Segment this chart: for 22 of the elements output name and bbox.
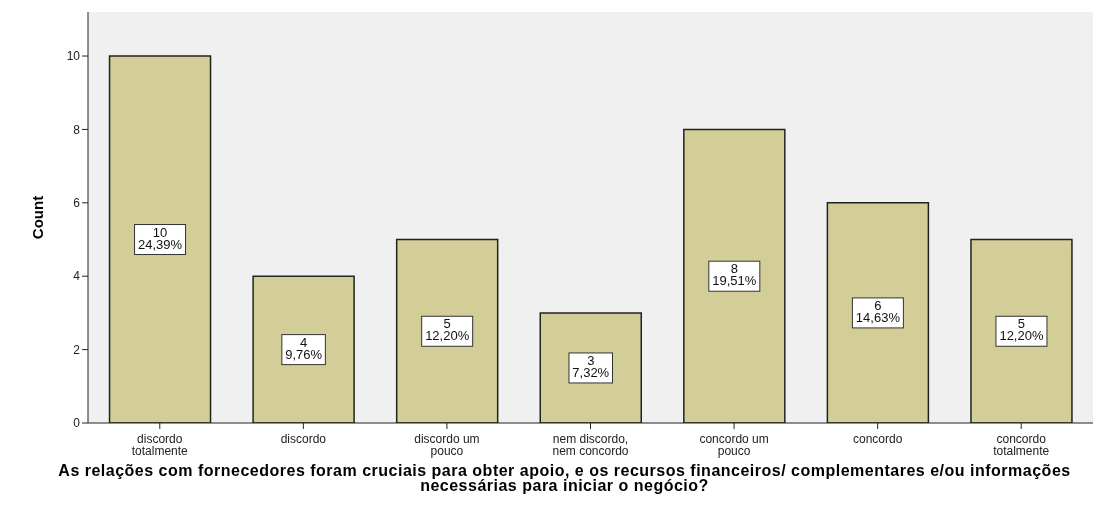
data-label: 8 19,51% bbox=[712, 261, 757, 289]
y-tick-label: 0 bbox=[73, 416, 81, 431]
y-tick-label: 6 bbox=[73, 196, 81, 211]
x-tick-label: nem discordo, nem concordo bbox=[552, 432, 629, 458]
x-axis-title: As relações com fornecedores foram cruciais para obter apoio, e os recursos financeiros/ complementares e/ou informações necessárias para iniciar o negócio? bbox=[57, 462, 1072, 494]
x-tick-label: concordo bbox=[852, 432, 903, 446]
y-tick-label: 8 bbox=[73, 122, 81, 137]
x-tick-label: discordo totalmente bbox=[131, 432, 189, 458]
data-label: 5 12,20% bbox=[425, 316, 470, 344]
x-tick-label: discordo bbox=[280, 432, 327, 446]
x-tick-label: concordo um pouco bbox=[699, 432, 769, 458]
data-label: 4 9,76% bbox=[285, 334, 323, 362]
y-tick-label: 4 bbox=[73, 269, 81, 284]
data-label: 6 14,63% bbox=[855, 297, 901, 325]
data-label: 10 24,39% bbox=[137, 224, 183, 252]
y-axis-title: Count bbox=[29, 195, 47, 240]
x-tick-label: concordo totalmente bbox=[993, 432, 1050, 458]
y-tick-label: 10 bbox=[66, 49, 81, 64]
y-tick-label: 2 bbox=[73, 342, 81, 357]
x-tick-label: discordo um pouco bbox=[414, 432, 480, 458]
data-label: 3 7,32% bbox=[572, 352, 610, 380]
data-label: 5 12,20% bbox=[999, 316, 1044, 344]
